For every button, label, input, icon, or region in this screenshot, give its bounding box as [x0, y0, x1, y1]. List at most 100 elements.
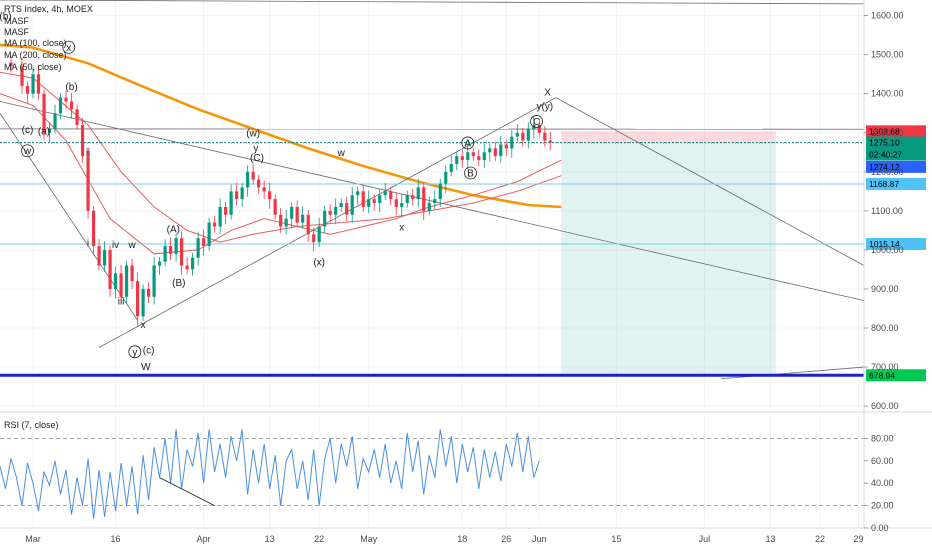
trendline-3 [98, 97, 557, 348]
candle-body-64 [361, 191, 365, 207]
rsi-tick-label-3: 20.00 [871, 501, 894, 511]
candle-body-40 [229, 191, 233, 215]
candle-body-82 [460, 156, 464, 161]
stop-loss-zone [561, 131, 776, 143]
price-level-badge-2 [866, 160, 926, 173]
candle-body-79 [444, 171, 448, 184]
wave-circle-24 [464, 166, 477, 180]
candle-body-56 [317, 226, 321, 243]
candle-body-5 [36, 74, 41, 94]
candle-body-93 [521, 132, 525, 141]
wave-label-23: A [464, 138, 471, 149]
candle-body-80 [449, 164, 453, 172]
candle-body-55 [312, 234, 316, 243]
trendline-0 [0, 0, 865, 5]
candle-body-68 [383, 191, 387, 196]
price-tick-label-0: 1600.00 [871, 11, 904, 21]
candle-body-83 [466, 152, 470, 161]
candle-body-27 [157, 261, 162, 266]
wave-label-20: w [337, 148, 346, 159]
candle-body-44 [251, 171, 255, 180]
wave-label-16: (B) [172, 278, 185, 289]
wave-label-6: ii [86, 148, 90, 159]
candle-body-36 [207, 222, 211, 246]
rsi-divergence-line [159, 477, 215, 507]
candle-body-4 [31, 74, 35, 94]
candle-body-50 [284, 218, 288, 227]
candle-body-26 [152, 265, 156, 297]
price-level-badge-3 [866, 177, 926, 190]
candle-body-39 [224, 206, 228, 215]
candle-body-73 [411, 195, 415, 200]
candle-body-42 [240, 187, 244, 200]
wave-circle-1 [62, 40, 76, 54]
chart-header: RTS Index, 4h, MOEX MASF MASF MA (100, c… [4, 4, 93, 72]
time-tick-label-6: 18 [457, 534, 467, 544]
candle-body-77 [433, 199, 437, 204]
candle-body-16 [97, 246, 101, 266]
candle-body-6 [42, 93, 46, 133]
price-tick-label-6: 1000.00 [871, 245, 904, 255]
wave-label-2: (b) [65, 82, 77, 93]
candle-body-54 [306, 214, 310, 235]
wave-label-21: (x) [313, 258, 325, 269]
price-level-badge-0 [866, 125, 926, 138]
candle-body-71 [400, 203, 404, 207]
price-level-badge-5 [866, 369, 926, 382]
candle-body-90 [504, 144, 508, 149]
time-tick-label-13: 29 [853, 534, 863, 544]
wave-label-19: (C) [250, 153, 264, 164]
candle-body-34 [196, 238, 200, 258]
candle-body-17 [102, 249, 107, 266]
candle-body-47 [268, 191, 272, 200]
indicator-label-4: MA (200, close) [4, 50, 67, 60]
candle-body-38 [218, 206, 222, 227]
price-tick-label-10: 600.00 [871, 401, 899, 411]
candle-body-32 [185, 265, 189, 270]
candle-body-57 [323, 210, 327, 227]
wave-circle-5 [21, 144, 34, 158]
candle-body-31 [180, 238, 184, 266]
price-tick-label-9: 700.00 [871, 362, 899, 372]
candle-body-97 [543, 132, 547, 141]
trade-zones [561, 131, 776, 376]
candle-body-18 [108, 249, 112, 289]
candle-body-37 [213, 222, 217, 227]
price-level-badge-4 [866, 237, 926, 250]
time-tick-label-12: 22 [815, 534, 825, 544]
indicator-label-3: MA (100, close) [4, 38, 67, 48]
wave-label-11: x [141, 320, 146, 331]
candle-body-41 [235, 191, 239, 200]
indicator-label-2: MASF [4, 27, 30, 37]
wave-label-17: (w) [246, 129, 260, 140]
candle-body-33 [191, 257, 195, 270]
candle-body-7 [47, 128, 52, 133]
time-tick-label-10: Jul [699, 534, 711, 544]
rsi-tick-label-1: 60.00 [871, 456, 894, 466]
rsi-line [0, 429, 540, 520]
price-tick-label-1: 1500.00 [871, 50, 904, 60]
candle-body-15 [91, 210, 96, 246]
rsi-tick-label-4: 0.00 [871, 523, 889, 533]
price-tick-label-8: 800.00 [871, 323, 899, 333]
candle-body-46 [262, 187, 266, 192]
candle-body-48 [273, 199, 277, 215]
candle-body-8 [53, 113, 57, 129]
candle-body-12 [75, 109, 79, 125]
price-tick-label-4: 1200.00 [871, 167, 904, 177]
time-tick-label-7: 26 [501, 534, 511, 544]
price-level-label-2: 1274.12 [869, 162, 900, 172]
candle-body-23 [135, 281, 140, 317]
price-tick-label-7: 900.00 [871, 284, 899, 294]
candle-body-30 [174, 238, 178, 254]
candle-body-74 [416, 187, 420, 200]
indicator-label-1: MASF [4, 16, 30, 26]
time-tick-label-4: 22 [314, 534, 324, 544]
price-level-label-0: 1303.68 [869, 126, 900, 136]
take-profit-zone [561, 142, 776, 376]
wave-label-13: (c) [143, 345, 155, 356]
ma-100-line [0, 71, 562, 243]
wave-label-3: (c) [22, 125, 34, 136]
price-level-label-5: 678.94 [869, 370, 895, 380]
